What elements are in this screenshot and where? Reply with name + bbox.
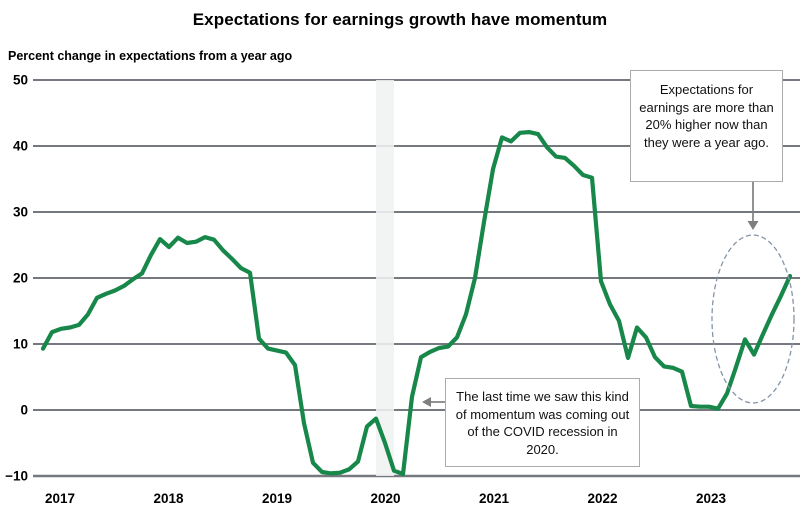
svg-text:2018: 2018 (153, 491, 184, 506)
svg-text:2017: 2017 (45, 491, 75, 506)
y-axis-title: Percent change in expectations from a ye… (8, 49, 293, 63)
page-title: Expectations for earnings growth have mo… (192, 10, 608, 29)
annotation-covid-text: The last time we saw this kind of moment… (455, 389, 630, 457)
svg-text:50: 50 (13, 73, 28, 88)
svg-text:2023: 2023 (696, 491, 727, 506)
annotation-covid-note: The last time we saw this kind of moment… (445, 378, 640, 467)
svg-text:2019: 2019 (262, 491, 292, 506)
svg-text:2020: 2020 (370, 491, 400, 506)
svg-text:30: 30 (13, 205, 28, 220)
highlight-ellipse (711, 234, 795, 404)
svg-text:20: 20 (13, 271, 28, 286)
svg-text:2021: 2021 (479, 491, 510, 506)
earnings-line (40, 130, 793, 477)
svg-text:10: 10 (13, 337, 28, 352)
y-axis-labels: 50 40 30 20 10 0 −10 (5, 73, 28, 484)
annotation-earnings-note: Expectations for earnings are more than … (630, 70, 783, 182)
annotation-arrows (422, 182, 759, 407)
svg-text:0: 0 (20, 403, 28, 418)
x-axis-labels: 2017 2018 2019 2020 2021 2022 2023 (45, 491, 727, 506)
svg-text:40: 40 (13, 139, 28, 154)
svg-text:−10: −10 (5, 469, 28, 484)
svg-text:2022: 2022 (587, 491, 617, 506)
recession-band (376, 80, 394, 476)
annotation-earnings-text: Expectations for earnings are more than … (639, 82, 774, 150)
